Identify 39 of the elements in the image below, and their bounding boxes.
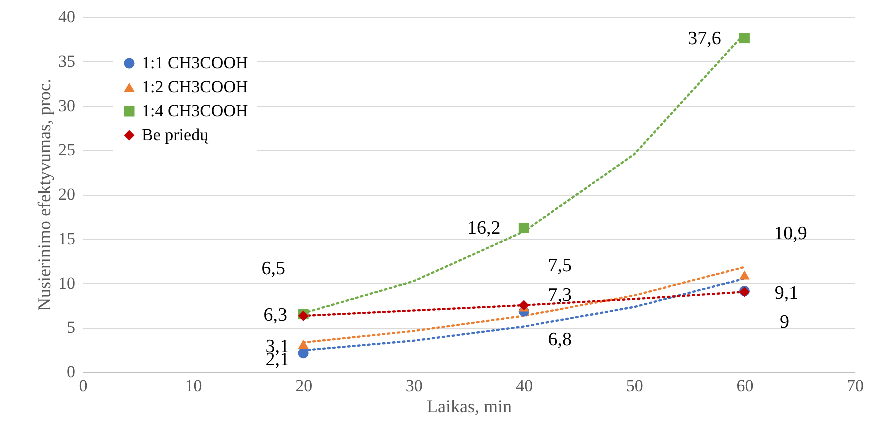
x-tick-label: 10 [185, 376, 202, 396]
y-tick-label: 35 [58, 52, 76, 71]
y-tick-label: 15 [58, 229, 76, 248]
legend-label: 1:4 CH3COOH [142, 102, 248, 120]
point [739, 33, 750, 44]
data-label: 16,2 [468, 218, 501, 240]
x-tick-label: 40 [516, 376, 534, 396]
x-tick-label: 30 [406, 376, 423, 396]
x-tick-label: 50 [626, 376, 644, 396]
legend-label: Be priedų [142, 126, 210, 144]
x-tick-label: 60 [736, 376, 754, 396]
y-tick-label: 40 [58, 8, 76, 26]
x-tick-label: 0 [79, 376, 88, 396]
y-tick-label: 0 [67, 362, 76, 382]
y-tick-label: 20 [58, 185, 76, 204]
data-label: 9 [780, 312, 790, 334]
y-tick-label: 25 [58, 140, 76, 160]
point [298, 340, 309, 350]
data-label: 10,9 [774, 223, 808, 244]
point [298, 348, 309, 359]
y-axis-title: Nusierinimo efektyvumas, proc. [34, 79, 54, 311]
y-tick-label: 10 [58, 274, 76, 293]
legend-label: 1:1 CH3COOH [142, 54, 248, 72]
data-label: 7,5 [548, 255, 572, 276]
y-tick-label: 30 [58, 96, 76, 116]
point [518, 222, 530, 234]
x-tick-label: 20 [296, 376, 313, 396]
x-tick-label: 70 [847, 376, 864, 396]
point [518, 300, 530, 311]
data-label: 9,1 [774, 283, 799, 304]
data-label: 6,3 [264, 305, 288, 326]
data-label: 6,5 [262, 258, 286, 280]
data-label: 37,6 [688, 28, 722, 50]
legend-label: 1:2 CH3COOH [142, 78, 248, 96]
y-tick-label: 5 [67, 318, 76, 338]
point [739, 270, 750, 280]
data-label: 7,3 [548, 285, 572, 306]
data-label: 6,8 [548, 330, 572, 351]
x-axis-title: Laikas, min [427, 396, 512, 416]
